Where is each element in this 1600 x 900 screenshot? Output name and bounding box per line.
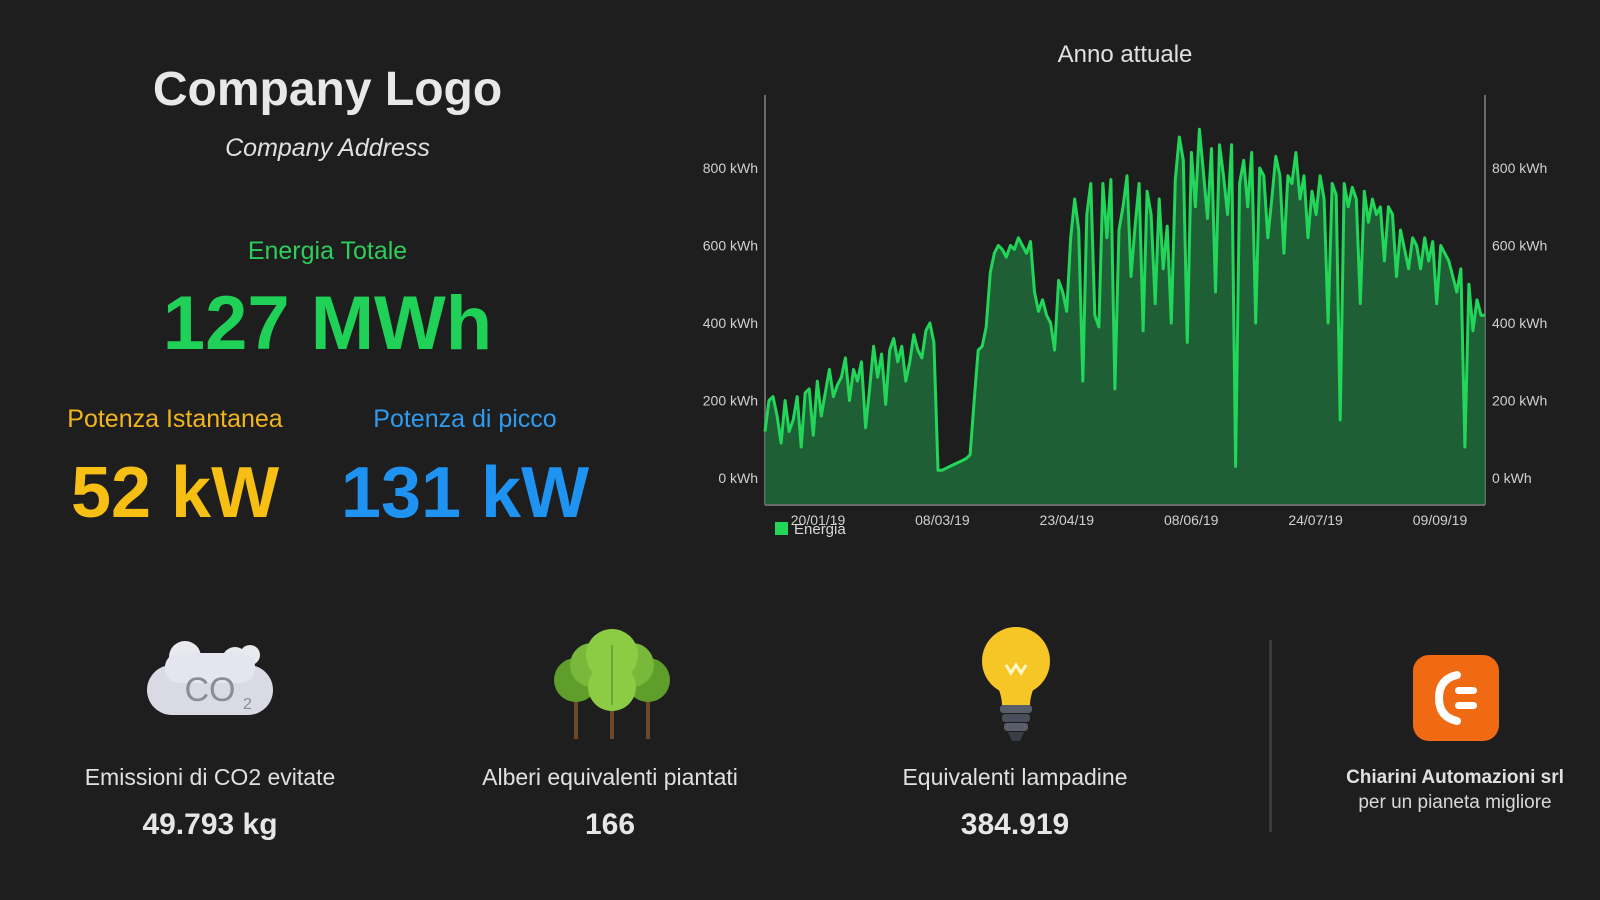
peak-power-label: Potenza di picco	[373, 405, 557, 433]
y-tick-label-right: 0 kWh	[1492, 470, 1532, 486]
lightbulb-icon	[982, 627, 1050, 741]
y-tick-label-left: 600 kWh	[703, 238, 758, 254]
co2-label: Emissioni di CO2 evitate	[84, 764, 336, 790]
co2-value: 49.793 kg	[142, 808, 278, 841]
y-tick-label-right: 600 kWh	[1492, 238, 1547, 254]
y-axis-right: 0 kWh 200 kWh 400 kWh 600 kWh 800 kWh	[1492, 160, 1547, 486]
bulbs-label: Equivalenti lampadine	[902, 764, 1128, 790]
energy-chart: Anno attuale 0 kWh 200 kWh 400 kWh 600 kWh 8…	[703, 41, 1548, 538]
peak-power-value: 131 kW	[340, 453, 590, 533]
energy-series-line	[763, 127, 1485, 472]
instant-power-label: Potenza Istantanea	[67, 405, 283, 433]
y-tick-label-right: 400 kWh	[1492, 315, 1547, 331]
chart-title: Anno attuale	[1058, 41, 1193, 68]
svg-text:CO: CO	[185, 671, 236, 709]
x-tick-label: 24/07/19	[1288, 512, 1343, 528]
brand-name: Chiarini Automazioni srl	[1346, 767, 1564, 788]
x-tick-label: 08/03/19	[915, 512, 970, 528]
bulbs-value: 384.919	[960, 808, 1070, 841]
svg-text:2: 2	[243, 696, 252, 713]
y-tick-label-left: 800 kWh	[703, 160, 758, 176]
trees-label: Alberi equivalenti piantati	[482, 764, 738, 790]
vertical-divider	[1269, 640, 1272, 832]
trees-icon	[554, 629, 670, 739]
x-tick-label: 09/09/19	[1413, 512, 1468, 528]
company-address: Company Address	[225, 134, 430, 162]
brand-tagline: per un pianeta migliore	[1358, 792, 1552, 813]
legend-swatch-energia	[775, 522, 788, 535]
y-tick-label-right: 800 kWh	[1492, 160, 1547, 176]
x-axis-labels: 20/01/19 08/03/19 23/04/19 08/06/19 24/07/19…	[791, 512, 1468, 528]
brand-logo-icon	[1413, 655, 1499, 741]
y-tick-label-left: 200 kWh	[703, 393, 758, 409]
total-energy-label: Energia Totale	[247, 237, 408, 265]
total-energy-value: 127 MWh	[162, 281, 493, 366]
x-tick-label: 20/01/19	[791, 512, 846, 528]
y-tick-label-left: 400 kWh	[703, 315, 758, 331]
x-tick-label: 08/06/19	[1164, 512, 1219, 528]
energy-area	[765, 129, 1485, 505]
x-tick-label: 23/04/19	[1040, 512, 1095, 528]
y-tick-label-right: 200 kWh	[1492, 393, 1547, 409]
legend-label-energia: Energia	[794, 521, 846, 538]
y-axis-left: 0 kWh 200 kWh 400 kWh 600 kWh 800 kWh	[703, 160, 758, 486]
company-logo-text: Company Logo	[152, 63, 503, 116]
trees-value: 166	[584, 808, 636, 841]
y-tick-label-left: 0 kWh	[718, 470, 758, 486]
co2-cloud-icon: CO 2	[147, 641, 273, 715]
instant-power-value: 52 kW	[70, 453, 280, 533]
